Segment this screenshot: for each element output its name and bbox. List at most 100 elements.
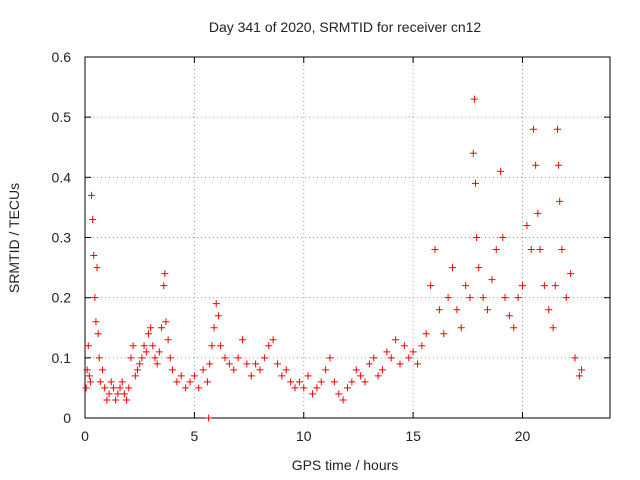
data-point: [116, 384, 124, 392]
data-point: [195, 384, 203, 392]
data-point: [470, 95, 478, 103]
data-point: [204, 378, 211, 386]
data-point: [151, 354, 159, 362]
data-point: [256, 366, 264, 374]
data-point: [234, 354, 242, 362]
data-point: [140, 342, 148, 350]
y-tick-label: 0.6: [52, 49, 72, 65]
data-point: [153, 360, 161, 368]
data-point: [96, 378, 104, 386]
data-point: [149, 342, 157, 350]
data-point: [210, 324, 218, 332]
data-point: [114, 390, 122, 398]
data-point: [162, 318, 170, 326]
data-point: [103, 396, 111, 404]
data-point: [127, 354, 135, 362]
data-point: [440, 330, 448, 338]
data-point: [344, 384, 351, 392]
data-point: [554, 125, 561, 133]
data-point: [161, 270, 169, 278]
data-point: [125, 384, 133, 392]
data-point: [317, 378, 325, 386]
data-point: [492, 246, 500, 254]
data-point: [523, 221, 531, 229]
data-point: [427, 282, 435, 290]
data-point: [479, 294, 487, 302]
data-point: [466, 294, 474, 302]
data-point: [558, 246, 566, 254]
x-tick-label: 0: [81, 428, 89, 444]
data-point: [166, 354, 174, 362]
data-point: [453, 306, 461, 314]
data-point: [575, 372, 583, 380]
data-point: [94, 330, 102, 338]
data-point: [501, 294, 509, 302]
chart-title: Day 341 of 2020, SRMTID for receiver cn1…: [209, 19, 482, 35]
data-point: [392, 336, 400, 344]
data-point: [230, 366, 238, 374]
data-point: [396, 360, 404, 368]
data-point: [322, 366, 330, 374]
y-axis-label: SRMTID / TECUs: [6, 183, 22, 293]
data-point: [556, 197, 564, 205]
data-point: [295, 378, 303, 386]
data-point: [173, 378, 181, 386]
data-point: [551, 282, 559, 290]
data-point: [186, 378, 194, 386]
data-point: [484, 306, 491, 314]
data-point: [155, 348, 163, 356]
data-point: [205, 414, 213, 422]
data-point: [86, 378, 94, 386]
data-point: [304, 372, 312, 380]
data-point: [83, 366, 91, 374]
data-point: [99, 366, 106, 374]
data-point: [225, 360, 233, 368]
data-point: [291, 384, 299, 392]
y-tick-label: 0.1: [52, 350, 72, 366]
data-point: [527, 246, 535, 254]
data-point: [387, 354, 395, 362]
data-point: [555, 161, 563, 169]
data-point: [109, 384, 117, 392]
data-point: [473, 234, 481, 241]
y-tick-label: 0.3: [52, 230, 72, 246]
y-tick-label: 0.2: [52, 290, 72, 306]
data-point: [93, 264, 101, 272]
data-point: [214, 312, 222, 320]
data-point: [379, 366, 386, 374]
data-point: [326, 354, 334, 362]
data-point: [475, 264, 483, 272]
data-point: [147, 324, 155, 332]
data-point: [330, 378, 338, 386]
data-point: [414, 360, 421, 368]
data-point: [82, 384, 90, 392]
data-point: [107, 378, 115, 386]
data-point: [160, 282, 168, 290]
data-point: [545, 306, 553, 314]
data-point: [123, 396, 131, 404]
data-point: [536, 246, 544, 254]
data-point: [514, 294, 522, 302]
data-point: [182, 384, 190, 392]
data-point: [571, 354, 579, 362]
data-point: [88, 191, 96, 199]
data-points: [82, 95, 586, 422]
data-point: [361, 378, 369, 386]
data-point: [221, 354, 229, 362]
data-point: [144, 330, 152, 338]
data-point: [177, 372, 185, 380]
data-point: [370, 354, 378, 362]
data-point: [562, 294, 570, 302]
data-point: [84, 342, 92, 350]
data-point: [101, 384, 109, 392]
data-point: [505, 312, 513, 320]
x-tick-label: 20: [515, 428, 531, 444]
data-point: [208, 342, 216, 350]
data-point: [247, 372, 255, 380]
data-point: [265, 342, 273, 350]
data-point: [488, 276, 496, 284]
data-point: [217, 342, 225, 350]
data-point: [549, 324, 557, 332]
data-point: [260, 354, 268, 362]
